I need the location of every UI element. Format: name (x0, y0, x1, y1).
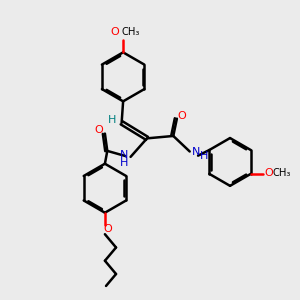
Text: O: O (110, 27, 119, 37)
Text: O: O (103, 224, 112, 234)
Text: H: H (120, 158, 128, 168)
Text: N: N (192, 147, 200, 157)
Text: N: N (120, 150, 128, 161)
Text: H: H (108, 116, 116, 125)
Text: CH₃: CH₃ (122, 27, 140, 37)
Text: O: O (265, 168, 274, 178)
Text: CH₃: CH₃ (273, 168, 291, 178)
Text: O: O (178, 111, 187, 121)
Text: H: H (200, 151, 208, 161)
Text: O: O (94, 125, 103, 135)
